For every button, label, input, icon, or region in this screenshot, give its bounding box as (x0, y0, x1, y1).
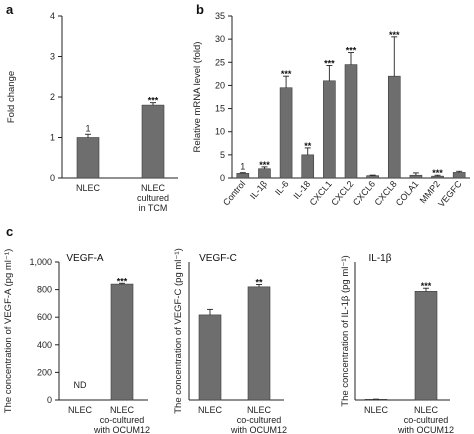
significance-label: *** (117, 276, 128, 286)
x-tick-label: IL-18 (291, 179, 312, 201)
x-tick-label: cultured (137, 193, 169, 203)
x-tick-label: NLEC (364, 405, 389, 415)
x-tick-label: CXCL1 (308, 179, 334, 208)
x-tick-label: NLEC (76, 183, 101, 193)
chart-c-2: 0 200 400 600 800 1,000 The concentration of V… (3, 249, 150, 434)
bar (387, 75, 401, 179)
x-tick-label: NLEC (247, 405, 272, 415)
bar (247, 286, 271, 401)
x-tick-label: COLA1 (394, 179, 421, 208)
x-tick-label: with OCUM12 (230, 425, 287, 434)
x-tick-label: IL-6 (273, 179, 291, 197)
chart-title: IL-1β (369, 253, 392, 264)
x-tick-label: in TCM (139, 203, 168, 213)
y-tick-label: 800 (37, 285, 52, 295)
x-tick-label: NLEC (141, 183, 166, 193)
bar (110, 283, 134, 401)
bar (409, 174, 423, 179)
chart-c-3: The concentration of VEGF-C (pg ml⁻¹) VEG… (173, 248, 287, 434)
significance-label: *** (259, 160, 270, 170)
significance-label: *** (421, 281, 432, 291)
significance-label: *** (346, 46, 357, 56)
bar (76, 137, 100, 179)
y-tick-label: 0 (220, 173, 225, 183)
bar (323, 80, 336, 179)
x-tick-label: CXCL2 (329, 179, 355, 208)
y-tick-label: 2 (50, 92, 55, 102)
x-tick-label: Control (221, 179, 247, 208)
x-tick-label: CXCL6 (351, 179, 377, 208)
y-tick-label: 15 (215, 104, 225, 114)
y-axis-label: The concentration of IL-1β (pg ml⁻¹) (340, 255, 351, 406)
y-tick-label: 3 (50, 52, 55, 62)
data-label: ND (74, 380, 87, 390)
bar (258, 168, 271, 179)
significance-label: *** (324, 59, 335, 69)
x-tick-label: NLEC (68, 405, 93, 415)
x-tick-label: NLEC (414, 405, 439, 415)
significance-label: ** (304, 141, 312, 151)
bar (414, 291, 438, 401)
y-tick-label: 1 (50, 133, 55, 143)
chart-b-1: 0 5 10 15 20 25 30 35 Relative mRNA level (fold)… (192, 11, 470, 209)
y-tick-label: 35 (215, 11, 225, 21)
x-tick-label: with OCUM12 (93, 425, 150, 434)
chart-title: VEGF-A (66, 253, 104, 264)
x-tick-label: NLEC (198, 405, 223, 415)
y-tick-label: 1,000 (29, 257, 52, 267)
y-tick-label: 25 (215, 57, 225, 67)
y-tick-label: 200 (37, 367, 52, 377)
chart-c-4: The concentration of IL-1β (pg ml⁻¹) IL-1… (340, 253, 454, 434)
y-axis-label: Relative mRNA level (fold) (192, 42, 203, 153)
significance-label: *** (281, 69, 292, 79)
y-tick-label: 10 (215, 127, 225, 137)
x-tick-label: VEGFC (436, 178, 464, 209)
data-label: 1 (240, 162, 245, 172)
chart-title: VEGF-C (199, 253, 237, 264)
y-tick-label: 30 (215, 34, 225, 44)
bar (452, 172, 466, 179)
y-axis-label: The concentration of VEGF-C (pg ml⁻¹) (173, 248, 184, 414)
y-tick-label: 400 (37, 340, 52, 350)
bar (198, 314, 222, 401)
y-tick-label: 0 (47, 395, 52, 405)
y-axis-label: Fold change (6, 71, 17, 123)
bar (344, 64, 358, 179)
x-tick-label: co-cultured (237, 415, 282, 425)
y-axis-label: The concentration of VEGF-A (pg ml⁻¹) (3, 249, 14, 413)
significance-label: *** (148, 96, 159, 106)
panel-label-c: c (6, 224, 13, 239)
x-tick-label: with OCUM12 (397, 425, 454, 434)
panel-label-a: a (6, 2, 14, 17)
y-tick-label: 20 (215, 80, 225, 90)
x-tick-label: co-cultured (100, 415, 145, 425)
x-tick-label: IL-1β (248, 179, 269, 201)
significance-label: ** (255, 278, 263, 288)
bar (141, 104, 165, 179)
x-tick-label: co-cultured (404, 415, 449, 425)
y-tick-label: 600 (37, 312, 52, 322)
data-label: 1 (85, 123, 90, 133)
bar (301, 154, 315, 179)
y-tick-label: 4 (50, 11, 55, 21)
y-tick-label: 5 (220, 150, 225, 160)
bar (279, 87, 293, 179)
significance-label: *** (432, 168, 443, 178)
bar (236, 173, 250, 179)
panel-label-b: b (196, 2, 204, 17)
y-tick-label: 0 (50, 173, 55, 183)
x-tick-label: NLEC (110, 405, 135, 415)
bar (366, 175, 379, 179)
significance-label: *** (389, 30, 400, 40)
